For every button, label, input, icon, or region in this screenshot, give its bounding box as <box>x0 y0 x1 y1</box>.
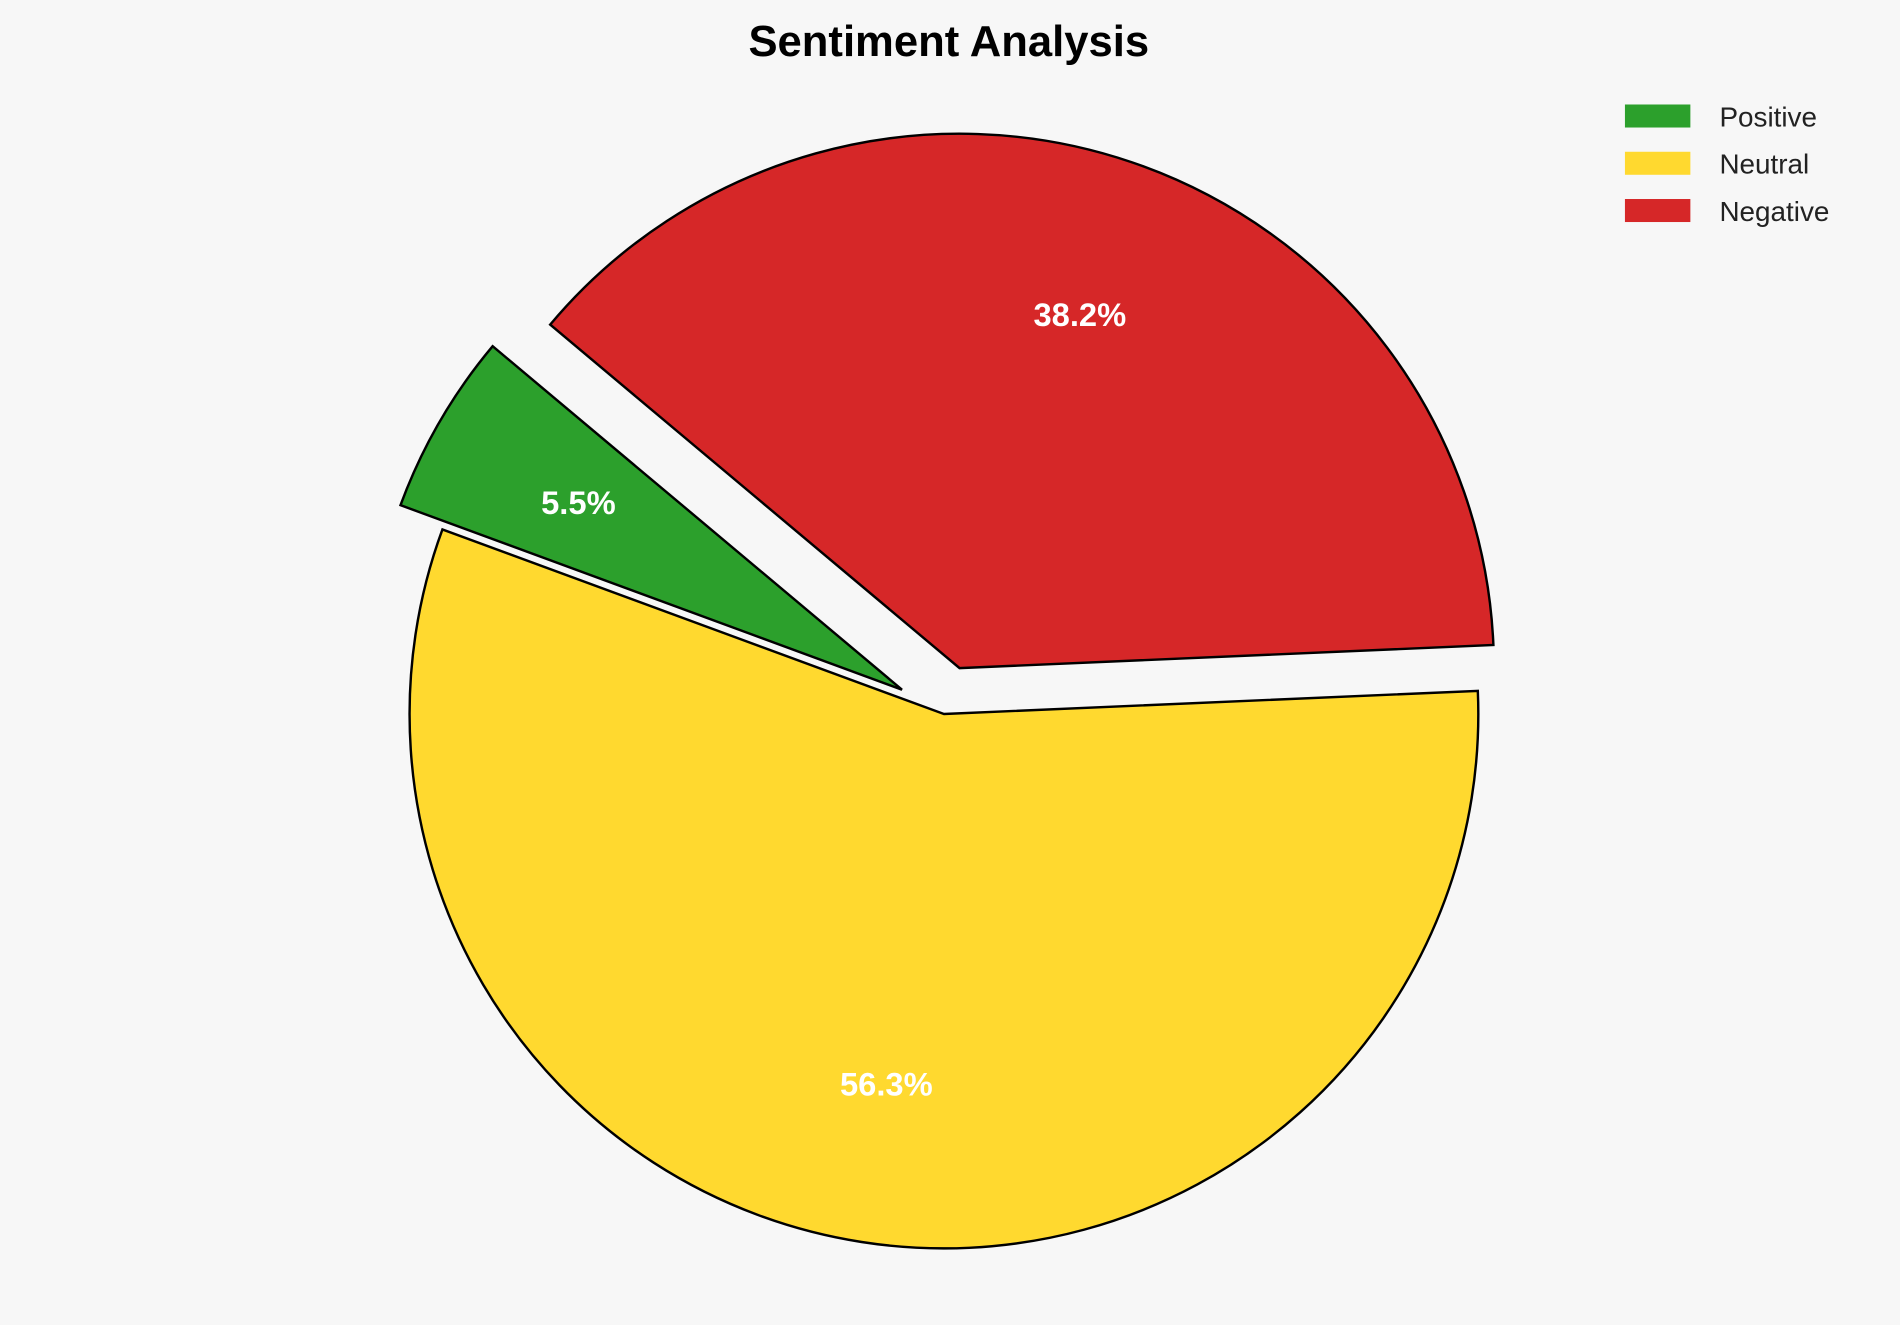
pie-slices <box>398 132 1495 1250</box>
legend: Positive Neutral Negative <box>1624 101 1829 227</box>
pie-slice-neutral <box>408 527 1480 1250</box>
legend-label-neutral: Neutral <box>1719 149 1809 180</box>
pie-labels: 5.5% 56.3% 38.2% <box>541 296 1126 1103</box>
legend-swatch-positive <box>1624 104 1691 128</box>
legend-swatch-neutral <box>1624 151 1691 175</box>
pie-label-neutral: 56.3% <box>840 1066 933 1103</box>
legend-label-negative: Negative <box>1719 196 1829 227</box>
legend-label-positive: Positive <box>1719 101 1817 132</box>
pie-slice-positive <box>398 344 903 691</box>
pie-slice-negative <box>548 132 1495 670</box>
pie-label-negative: 38.2% <box>1033 296 1126 333</box>
pie-label-positive: 5.5% <box>541 484 616 521</box>
legend-swatch-negative <box>1624 199 1691 223</box>
chart-title: Sentiment Analysis <box>748 18 1149 66</box>
